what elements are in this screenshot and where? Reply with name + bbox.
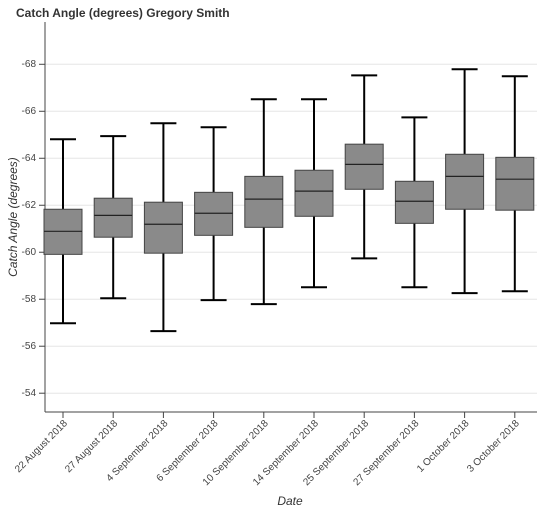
- y-tick-label: -54: [22, 388, 37, 399]
- box: [244, 175, 284, 228]
- y-tick-label: -56: [22, 341, 37, 352]
- chart-title: Catch Angle (degrees) Gregory Smith: [16, 6, 230, 20]
- y-tick-label: -58: [22, 294, 37, 305]
- box: [294, 169, 334, 217]
- y-tick-label: -60: [22, 247, 37, 258]
- y-axis-label: Catch Angle (degrees): [6, 157, 20, 277]
- x-tick-label: 1 October 2018: [415, 418, 472, 475]
- y-tick-label: -64: [22, 153, 37, 164]
- x-axis-label: Date: [277, 494, 303, 508]
- box: [495, 156, 535, 211]
- box: [344, 143, 384, 190]
- box: [394, 180, 434, 224]
- x-tick-label: 27 August 2018: [63, 418, 120, 475]
- y-tick-label: -62: [22, 200, 37, 211]
- y-tick-label: -66: [22, 106, 37, 117]
- x-tick-label: 3 October 2018: [465, 418, 522, 475]
- x-tick-label: 22 August 2018: [13, 418, 70, 475]
- box: [93, 197, 133, 238]
- box: [445, 153, 485, 210]
- y-tick-label: -68: [22, 59, 37, 70]
- box: [143, 201, 183, 254]
